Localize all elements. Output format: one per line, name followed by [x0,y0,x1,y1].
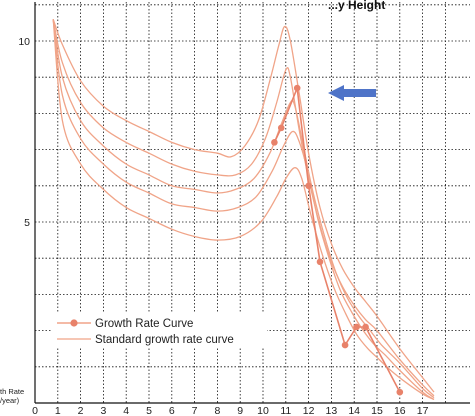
growth-rate-series [271,84,404,396]
legend-background [52,312,267,348]
x-tick-label: 5 [146,405,152,416]
x-tick-label: 12 [303,405,315,416]
x-tick-label: 3 [100,405,106,416]
x-tick-labels: 0 1 2 3 4 5 6 7 8 9 10 11 12 13 14 15 16 17 [32,405,429,416]
growth-rate-point [293,84,301,92]
x-tick-label: 9 [237,405,243,416]
arrow-head [328,85,344,101]
x-tick-label: 13 [326,405,338,416]
y-axis-label-line2: /year) [0,396,20,405]
growth-rate-point [271,139,278,146]
growth-rate-point [396,388,404,396]
standard-curve-1 [52,19,435,393]
growth-rate-point [353,323,360,331]
x-tick-label: 14 [348,405,360,416]
x-tick-label: 4 [123,405,129,416]
x-tick-label: 0 [32,405,38,416]
standard-curve-3 [52,19,435,399]
x-tick-label: 8 [214,405,220,416]
x-tick-label: 2 [78,405,84,416]
growth-rate-point [277,124,285,132]
x-tick-label: 1 [55,405,61,416]
y-tick-label: 5 [24,217,30,229]
growth-rate-point [305,182,312,190]
x-tick-label: 10 [257,405,269,416]
legend-label-growth-rate: Growth Rate Curve [95,318,193,330]
standard-curve-5 [52,19,435,400]
x-tick-label: 6 [169,405,175,416]
y-tick-labels: 5 10 [18,36,30,229]
legend-swatch-growth-marker [70,319,78,327]
x-tick-label: 17 [417,405,429,416]
y-tick-label: 10 [18,36,30,48]
x-tick-label: 15 [371,405,383,416]
growth-rate-point [316,258,324,266]
chart-title-fragment: ...y Height [328,0,385,12]
growth-rate-point [341,341,349,349]
plot-grid [34,2,470,404]
growth-rate-line [273,87,401,393]
highlight-arrow [328,85,376,101]
arrow-shaft [342,89,376,97]
x-tick-label: 11 [280,405,291,416]
standard-curve-2 [52,19,435,397]
growth-rate-point [362,323,369,331]
y-axis-label-line1: th Rate [0,387,24,396]
x-tick-label: 16 [394,405,406,416]
legend: Growth Rate Curve Standard growth rate c… [52,312,267,348]
legend-label-standard: Standard growth rate curve [95,334,234,346]
x-tick-label: 7 [192,405,198,416]
